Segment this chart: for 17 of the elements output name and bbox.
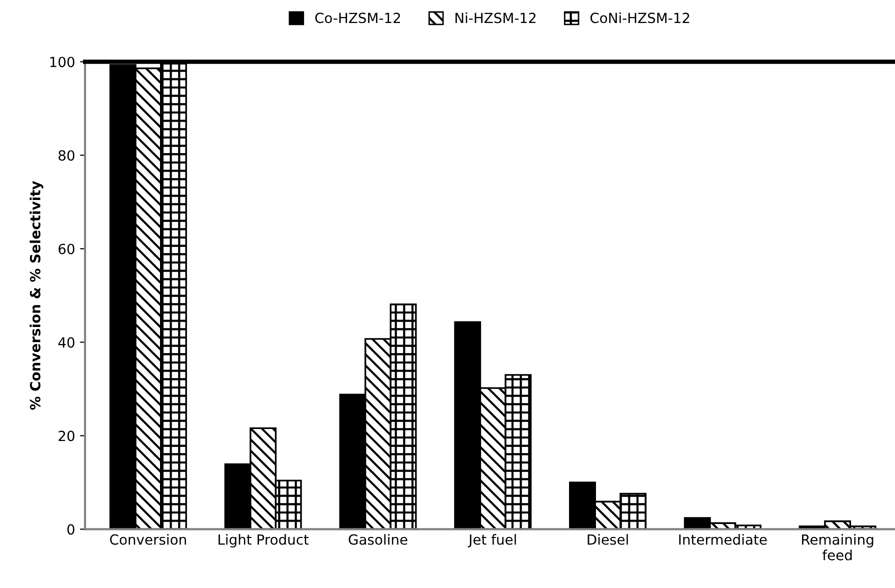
- y-tick-label: 0: [67, 524, 74, 535]
- x-tick-label: Conversion: [110, 534, 186, 545]
- x-tick-label: Remaining feed: [802, 534, 874, 560]
- legend-label: Co-HZSM-12: [315, 12, 400, 24]
- x-tick-label: Intermediate: [679, 534, 767, 545]
- y-tick-label: 60: [58, 244, 74, 254]
- x-tick-label: Gasoline: [348, 534, 408, 545]
- y-axis-title: % Conversion & % Selectivity: [30, 181, 44, 410]
- x-tick-label: Diesel: [588, 534, 628, 545]
- x-tick-label: Light Product: [218, 534, 309, 548]
- y-tick-label: 40: [58, 337, 74, 348]
- x-tick-label: Jet fuel: [468, 534, 516, 548]
- legend-label: CoNi-HZSM-12: [590, 12, 690, 24]
- y-tick-label: 20: [58, 430, 74, 442]
- y-tick-label: 80: [58, 150, 74, 161]
- y-tick-label: 100: [50, 56, 74, 68]
- legend-label: Ni-HZSM-12: [456, 12, 536, 24]
